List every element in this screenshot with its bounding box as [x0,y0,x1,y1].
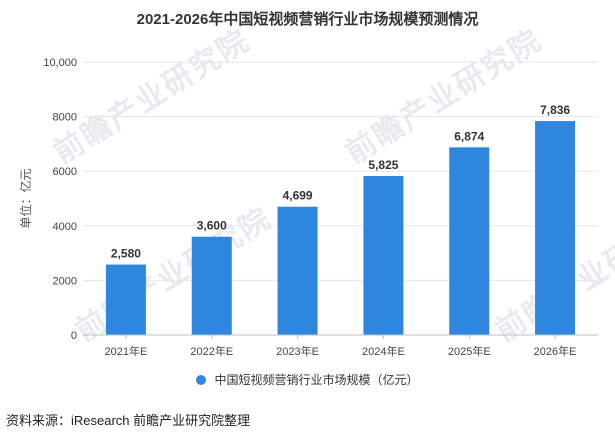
x-tick-label: 2022年E [190,344,233,358]
y-tick-label: 6000 [53,166,77,178]
data-label: 7,836 [540,103,570,117]
data-label: 6,874 [454,129,484,143]
bar [535,121,576,335]
bar [191,236,232,335]
bar [105,264,146,335]
data-label: 4,699 [283,189,313,203]
x-tick-label: 2021年E [105,344,148,358]
legend-swatch [196,374,207,385]
legend-label: 中国短视频营销行业市场规模（亿元） [214,373,419,387]
bars [105,121,576,335]
y-tick-label: 2000 [53,275,77,287]
y-tick-label: 10,000 [43,57,77,69]
y-tick-label: 0 [71,330,77,342]
y-tick-label: 8000 [53,112,77,124]
data-label: 2,580 [111,247,141,261]
source-note: 资料来源：iResearch 前瞻产业研究院整理 [6,413,251,428]
y-tick-label: 4000 [53,221,77,233]
data-labels: 2,580 3,600 4,699 5,825 6,874 7,836 [111,103,571,260]
x-tick-label: 2026年E [534,344,577,358]
y-axis-title: 单位：亿元 [18,168,33,228]
gridlines [83,61,598,281]
x-tick-label: 2025年E [448,344,491,358]
bar [277,206,318,335]
bar [449,147,490,335]
data-label: 5,825 [368,158,398,172]
y-axis-ticks: 0 2000 4000 6000 8000 10,000 [43,57,77,342]
legend: 中国短视频营销行业市场规模（亿元） [0,371,615,388]
x-tick-label: 2024年E [362,344,405,358]
data-label: 3,600 [197,219,227,233]
chart-title: 2021-2026年中国短视频营销行业市场规模预测情况 [136,11,479,28]
x-tick-label: 2023年E [276,344,319,358]
bar [363,175,404,335]
x-axis-ticks: 2021年E 2022年E 2023年E 2024年E 2025年E 2026年E [105,335,577,358]
